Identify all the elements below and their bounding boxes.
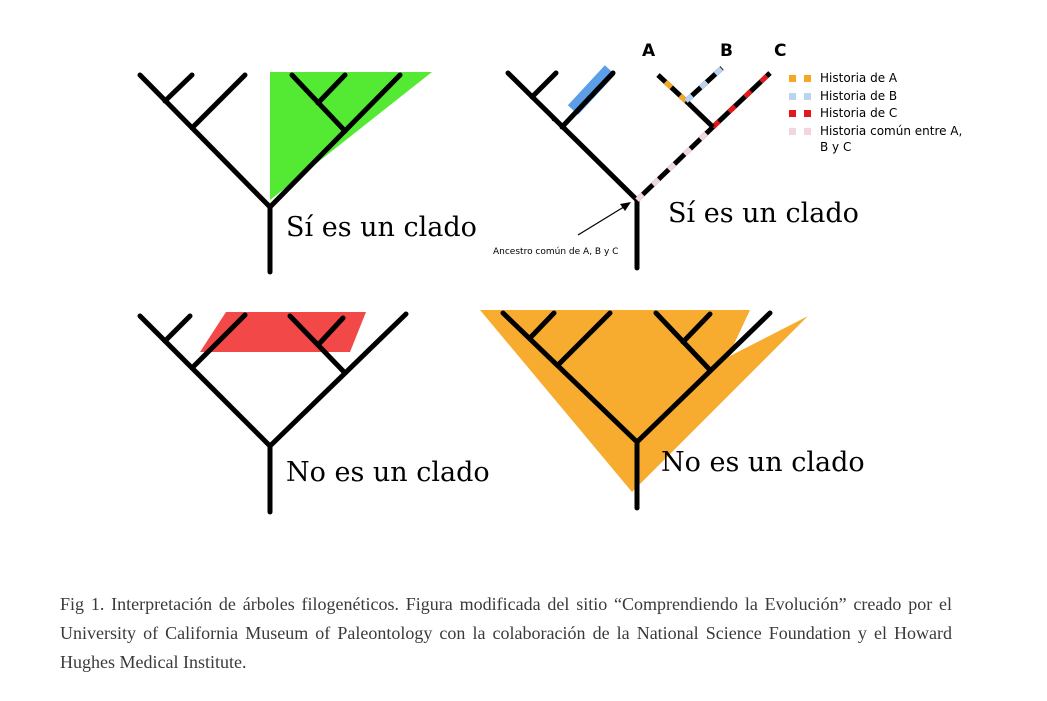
clade-label-bottom-left: No es un clado [286, 457, 490, 488]
history-branches [635, 66, 772, 202]
panel-top-left: Sí es un clado [137, 72, 477, 275]
legend-swatch-c-1 [789, 110, 796, 117]
history-bar-blue [567, 65, 616, 115]
legend-label-shared: Historia común entre A, [820, 124, 962, 138]
ancestor-arrow [577, 204, 628, 236]
taxon-label-a: A [642, 41, 656, 61]
figure-caption: Fig 1. Interpretación de árboles filogen… [60, 594, 952, 672]
legend-label-a: Historia de A [820, 71, 898, 85]
legend-swatch-b-2 [804, 93, 811, 100]
legend-swatch-a-2 [804, 75, 811, 82]
legend: Historia de A Historia de B Historia de … [789, 71, 962, 154]
ancestor-arrow-head [620, 202, 631, 211]
tree-top-right [505, 70, 640, 271]
panel-top-right: A B C Historia de A Historia de B Histor… [493, 41, 962, 271]
tree-bottom-left [137, 311, 409, 515]
phylogenetic-figure: Sí es un clado A B C [137, 41, 962, 515]
legend-swatch-c-2 [804, 110, 811, 117]
legend-label-b: Historia de B [820, 89, 897, 103]
clade-label-top-left: Sí es un clado [286, 212, 477, 243]
legend-swatch-shared-2 [804, 128, 811, 135]
clade-label-top-right: Sí es un clado [668, 198, 859, 229]
legend-swatch-a-1 [789, 75, 796, 82]
legend-swatch-b-1 [789, 93, 796, 100]
ancestor-label: Ancestro común de A, B y C [493, 247, 618, 257]
panel-bottom-right: No es un clado [480, 310, 865, 511]
legend-label-c: Historia de C [820, 106, 897, 120]
panel-bottom-left: No es un clado [137, 311, 490, 515]
legend-item: Historia de B [789, 89, 897, 103]
taxon-label-b: B [720, 41, 733, 61]
legend-item: Historia de A [789, 71, 898, 85]
legend-item: Historia de C [789, 106, 897, 120]
legend-item: Historia común entre A, B y C [789, 124, 962, 154]
clade-label-bottom-right: No es un clado [661, 447, 865, 478]
legend-label-shared-line2: B y C [820, 140, 851, 154]
tree-bottom-right [500, 310, 773, 511]
taxon-label-c: C [774, 41, 786, 61]
legend-swatch-shared-1 [789, 128, 796, 135]
tree-top-left [137, 72, 403, 275]
